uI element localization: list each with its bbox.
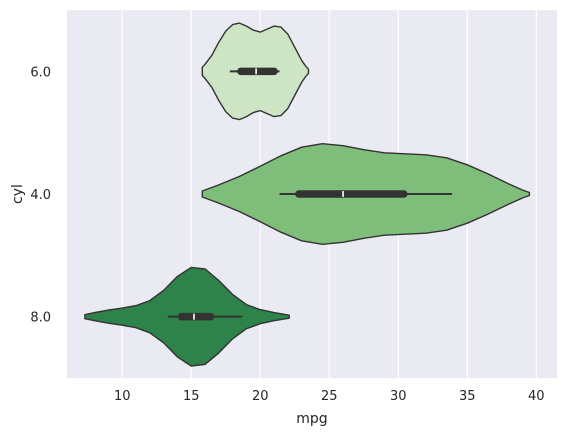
y-axis-label: cyl xyxy=(10,184,26,204)
x-axis-ticks: 10 15 20 25 30 35 40 xyxy=(114,389,545,404)
x-tick-label: 15 xyxy=(183,389,200,404)
x-tick-label: 25 xyxy=(321,389,338,404)
violin-8.0 xyxy=(84,266,290,367)
violin-4.0 xyxy=(201,143,531,245)
y-tick-label: 6.0 xyxy=(30,65,51,80)
x-tick-label: 40 xyxy=(528,389,545,404)
x-tick-label: 10 xyxy=(114,389,131,404)
violin-6.0 xyxy=(201,22,310,121)
violin-group xyxy=(84,22,531,367)
x-axis-label: mpg xyxy=(296,411,327,427)
y-tick-label: 8.0 xyxy=(30,311,51,326)
y-tick-label: 4.0 xyxy=(30,188,51,203)
x-tick-label: 30 xyxy=(390,389,407,404)
x-tick-label: 20 xyxy=(252,389,269,404)
x-tick-label: 35 xyxy=(459,389,476,404)
y-axis-ticks: 6.0 4.0 8.0 xyxy=(30,65,51,325)
